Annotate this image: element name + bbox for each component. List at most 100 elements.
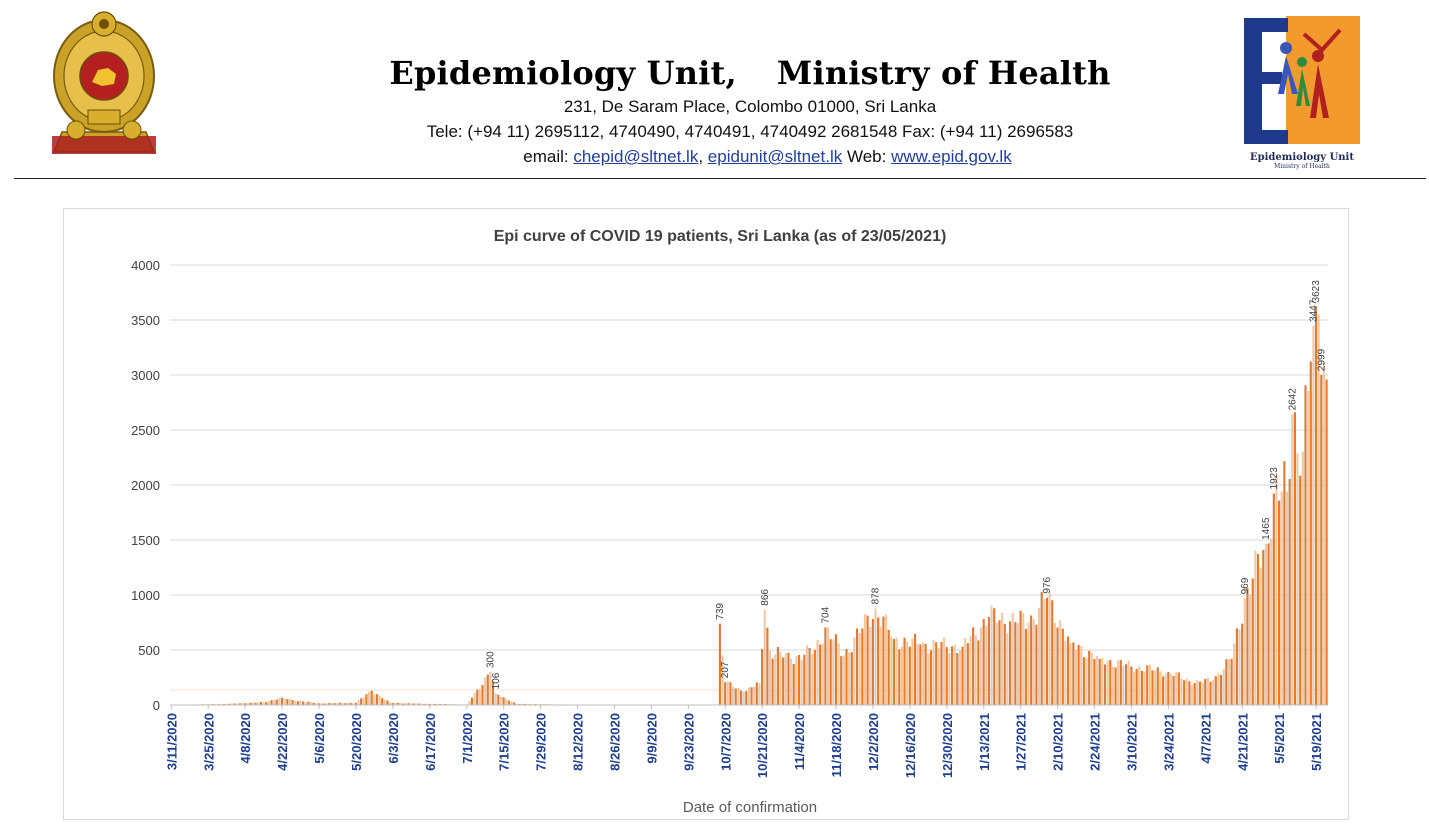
bar: [473, 693, 476, 705]
bar: [877, 617, 880, 705]
bar: [956, 653, 959, 705]
email-link-chepid[interactable]: chepid@sltnet.lk: [573, 147, 699, 166]
bar: [948, 653, 951, 705]
bar: [935, 642, 938, 705]
org-title: Epidemiology Unit, Ministry of Health: [0, 54, 1429, 92]
bar: [1227, 659, 1231, 705]
bar: [900, 646, 903, 705]
bar: [1283, 461, 1286, 705]
bar: [1111, 666, 1114, 705]
x-tick-label: 11/18/2020: [829, 713, 844, 777]
bar: [1019, 610, 1022, 705]
bar: [1127, 660, 1130, 705]
bar: [407, 703, 410, 705]
bar: [750, 687, 753, 705]
bar: [1161, 676, 1165, 705]
bar: [1320, 375, 1323, 705]
bar: [850, 652, 853, 705]
x-tick-label: 7/15/2020: [497, 713, 512, 771]
bar: [238, 703, 241, 705]
bar: [249, 702, 252, 705]
y-tick-label: 4000: [131, 258, 160, 273]
bar: [267, 701, 270, 705]
bar: [1312, 325, 1315, 705]
bar: [837, 643, 840, 705]
bar: [333, 703, 336, 705]
bar: [797, 655, 801, 705]
bar: [244, 703, 247, 705]
bar: [1067, 636, 1070, 705]
data-label: 3447: [1308, 299, 1319, 322]
bar: [866, 615, 869, 705]
bar: [1190, 685, 1194, 705]
x-tick-label: 5/19/2021: [1309, 713, 1324, 771]
y-tick-label: 3500: [131, 313, 160, 328]
bar: [1301, 452, 1304, 705]
bar: [1206, 677, 1209, 705]
bar: [753, 686, 756, 705]
bar: [283, 698, 286, 705]
bar: [779, 651, 782, 705]
email-link-epidunit[interactable]: epidunit@sltnet.lk: [707, 147, 843, 166]
bar: [739, 690, 743, 705]
x-tick-label: 3/11/2020: [164, 713, 179, 770]
bar: [1032, 619, 1035, 705]
bar: [887, 629, 890, 705]
bar: [945, 647, 948, 705]
bar: [404, 703, 408, 705]
bar: [987, 617, 991, 705]
bar: [829, 639, 832, 705]
bar: [1074, 649, 1078, 705]
bar: [747, 687, 750, 705]
bar: [478, 689, 481, 705]
data-label: 976: [1042, 577, 1053, 594]
bar: [979, 627, 983, 705]
axes: 0 500 1000 1500 2000 2500 3000 3500 4000 3/11/202…: [131, 258, 1328, 778]
bar: [1212, 679, 1215, 705]
bar: [1138, 666, 1141, 705]
data-label: 2642: [1287, 388, 1298, 411]
bar: [1154, 670, 1157, 705]
bar: [433, 703, 437, 705]
bar: [1140, 670, 1144, 705]
bar: [1151, 670, 1154, 705]
bar: [1238, 629, 1241, 705]
bar: [718, 623, 721, 705]
bar: [745, 691, 748, 705]
bar: [1272, 493, 1275, 705]
x-tick-label: 1/13/2021: [977, 713, 992, 771]
bar: [262, 702, 265, 705]
bar: [1106, 660, 1109, 705]
bar: [982, 619, 985, 705]
bar: [1267, 543, 1270, 705]
bar: [302, 701, 305, 705]
bar: [953, 645, 956, 705]
bar: [1143, 671, 1146, 705]
bar: [236, 703, 239, 705]
bar: [766, 627, 769, 705]
bar: [1085, 658, 1088, 705]
x-tick-label: 5/5/2021: [1272, 713, 1287, 764]
web-link[interactable]: www.epid.gov.lk: [891, 147, 1012, 166]
bar: [1051, 600, 1054, 705]
bar: [972, 627, 975, 705]
bar: [784, 653, 787, 705]
x-tick-label: 9/23/2020: [681, 713, 696, 771]
bar: [523, 703, 526, 705]
email-separator: ,: [698, 147, 708, 166]
bar: [1122, 665, 1125, 705]
bar: [296, 701, 299, 705]
bar: [895, 637, 898, 705]
bar: [1117, 660, 1120, 705]
bar: [365, 694, 368, 705]
bar: [1222, 668, 1225, 705]
chart-title: Epi curve of COVID 19 patients, Sri Lank…: [494, 228, 947, 245]
bar: [317, 703, 321, 705]
bar: [834, 634, 838, 705]
bar: [518, 703, 521, 705]
bar: [1314, 306, 1318, 705]
bar: [1325, 379, 1328, 705]
bar: [378, 695, 381, 705]
bar: [890, 636, 893, 705]
x-tick-label: 12/2/2020: [866, 713, 881, 771]
